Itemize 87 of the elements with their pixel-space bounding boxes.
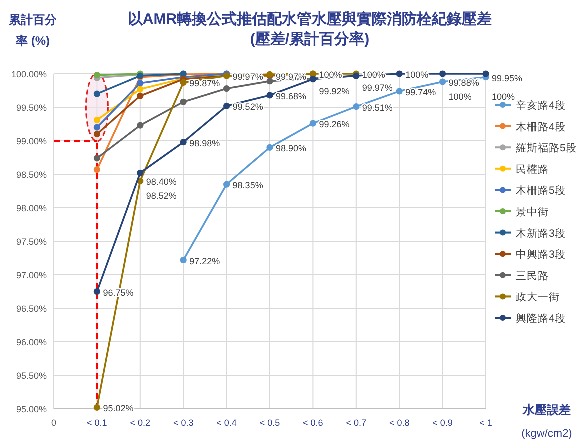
y-tick-label: 95.00% [16, 404, 47, 414]
point [180, 98, 187, 106]
data-label: 98.40% [146, 177, 177, 188]
legend-label: 中興路3段 [516, 248, 566, 262]
point [94, 288, 100, 296]
legend-label: 景中街 [516, 206, 549, 218]
x-tick-label: < 0.5 [260, 418, 280, 428]
point [137, 80, 144, 87]
ylabel: 累計百分率 (%) [8, 12, 58, 50]
point [137, 92, 144, 100]
data-label: 97.22% [190, 256, 220, 266]
point [137, 170, 144, 176]
data-label: 99.87% [190, 78, 220, 89]
y-tick-label: 96.00% [16, 338, 47, 348]
point [396, 88, 403, 95]
legend-label: 三民路 [516, 270, 549, 282]
chart-title: 以AMR轉換公式推估配水管水壓與實際消防栓紀錄壓差 (壓差/累計百分率) [128, 11, 492, 48]
point [94, 131, 100, 138]
legend-label: 政大一街 [516, 290, 560, 304]
data-label: 99.97% [362, 83, 393, 94]
legend-label: 辛亥路4段 [516, 99, 566, 112]
y-tick-label: 97.00% [16, 270, 47, 280]
x-axis-title: 水壓誤差 (kgw/cm2) [522, 403, 572, 440]
point [353, 104, 360, 110]
legend-label: 羅斯福路5段 [516, 142, 577, 155]
point [224, 102, 230, 110]
point [180, 139, 187, 146]
data-label: 95.02% [103, 404, 134, 414]
data-label: 99.95% [492, 73, 523, 84]
x-tick-label: < 0.1 [87, 418, 108, 428]
legend-label: 興隆路4段 [516, 313, 566, 325]
point [440, 70, 446, 78]
point [310, 120, 316, 127]
legend-label: 木新路3段 [516, 226, 566, 240]
data-label: 98.98% [190, 138, 220, 148]
y-tick-label: 99.00% [16, 136, 47, 146]
point [137, 86, 144, 93]
y-tick-label: 95.50% [16, 371, 47, 381]
x-tick-label: < 0.7 [346, 418, 367, 428]
point [180, 256, 187, 264]
point [266, 78, 274, 85]
point [266, 144, 274, 151]
y-tick-label: 96.50% [16, 304, 47, 314]
point [94, 72, 100, 79]
legend-label: 木柵路4段 [516, 120, 566, 134]
point [94, 90, 100, 98]
y-tick-label: 100.00% [11, 70, 47, 80]
point [94, 116, 100, 124]
point [440, 78, 446, 86]
x-tick-label: < 0.6 [303, 418, 324, 428]
y-tick-label: 98.00% [16, 204, 47, 214]
x-tick-label: < 1 [480, 418, 492, 428]
x-tick-label: < 0.8 [389, 418, 410, 428]
y-tick-label: 99.50% [16, 103, 47, 113]
y-tick-label: 98.50% [16, 170, 47, 180]
point [94, 155, 100, 162]
point [94, 124, 100, 131]
point [224, 85, 230, 92]
y-tick-label: 97.50% [16, 237, 47, 247]
point [224, 181, 230, 188]
data-label: 99.68% [276, 91, 307, 102]
point [137, 122, 144, 129]
x-tick-label: < 0.4 [216, 418, 237, 428]
legend-label: 木柵路5段 [516, 184, 566, 198]
data-label: 100% [448, 92, 472, 102]
point [482, 70, 490, 78]
data-label: 99.52% [232, 102, 264, 112]
data-label: 99.88% [448, 78, 480, 88]
x-tick-label: 0 [51, 418, 57, 428]
x-tick-label: < 0.2 [130, 418, 151, 428]
data-label: 99.92% [319, 86, 350, 96]
data-label: 98.35% [232, 180, 264, 191]
data-label: 99.26% [319, 120, 350, 130]
point [266, 92, 274, 99]
x-tick-label: < 0.3 [173, 418, 194, 428]
data-label: 100% [492, 92, 516, 102]
data-label: 99.74% [406, 87, 436, 98]
data-label: 100% [319, 70, 342, 80]
point [94, 404, 100, 411]
legend-label: 民權路 [516, 164, 549, 176]
data-label: 98.52% [146, 191, 177, 202]
point [180, 79, 187, 86]
point [396, 70, 403, 78]
data-label: 99.51% [362, 102, 393, 113]
point [94, 166, 100, 174]
x-tick-label: < 0.9 [432, 418, 453, 428]
data-label: 98.90% [276, 144, 307, 154]
